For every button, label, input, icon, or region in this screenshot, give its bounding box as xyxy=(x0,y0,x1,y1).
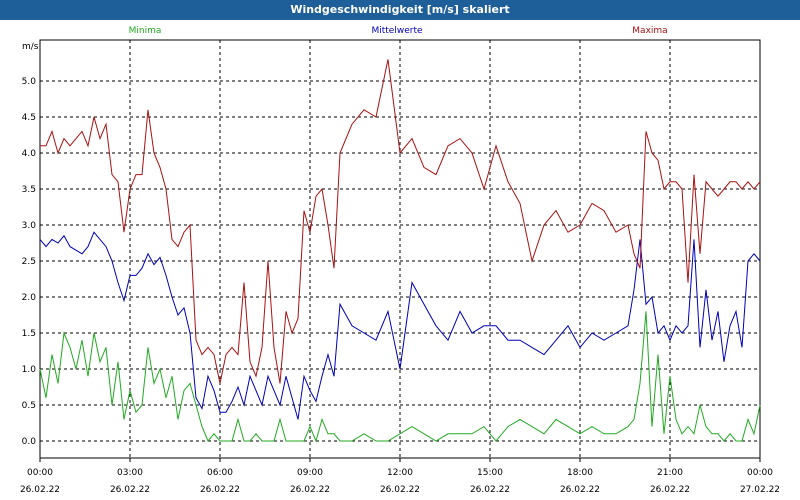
x-tick-date: 26.02.22 xyxy=(380,485,420,495)
series-line-mittelwerte xyxy=(39,231,761,420)
y-tick-label: 1.5 xyxy=(22,329,36,339)
series-lines xyxy=(39,59,761,443)
y-tick-label: 0.5 xyxy=(22,401,36,411)
x-tick-date: 26.02.22 xyxy=(290,485,330,495)
x-tick-time: 21:00 xyxy=(657,468,683,478)
y-tick-label: 3.5 xyxy=(22,185,36,195)
x-tick-time: 18:00 xyxy=(567,468,593,478)
y-tick-label: 3.0 xyxy=(22,221,37,231)
x-tick-date: 27.02.22 xyxy=(740,485,780,495)
y-tick-label: 2.0 xyxy=(22,293,37,303)
legend: Minima Mittelwerte Maxima xyxy=(129,26,668,36)
legend-entry-mittelwerte: Mittelwerte xyxy=(371,26,422,36)
series-line-maxima xyxy=(40,59,761,384)
x-tick-time: 09:00 xyxy=(297,468,323,478)
x-tick-time: 03:00 xyxy=(117,468,143,478)
legend-entry-maxima: Maxima xyxy=(632,26,667,36)
x-tick-date: 26.02.22 xyxy=(200,485,240,495)
y-tick-label: 0.0 xyxy=(22,437,37,447)
y-tick-label: 2.5 xyxy=(22,257,36,267)
x-tick-time: 12:00 xyxy=(387,468,413,478)
y-axis-label: m/s xyxy=(22,42,39,52)
line-chart: 0.0 0.5 1.0 1.5 2.0 2.5 3.0 3.5 4.0 4.5 5.0 00:00 2… xyxy=(20,26,780,495)
series-line-minima xyxy=(39,311,761,443)
y-tick-label: 4.0 xyxy=(22,149,37,159)
x-axis-ticks: 00:00 26.02.22 03:00 26.02.22 06:00 26.02.22 0… xyxy=(20,458,780,495)
legend-entry-minima: Minima xyxy=(129,26,162,36)
x-tick-date: 26.02.22 xyxy=(20,485,60,495)
x-tick-time: 00:00 xyxy=(27,468,53,478)
x-tick-date: 26.02.22 xyxy=(560,485,600,495)
x-tick-time: 06:00 xyxy=(207,468,233,478)
y-tick-label: 1.0 xyxy=(22,365,37,375)
x-tick-time: 15:00 xyxy=(477,468,503,478)
chart-title: Windgeschwindigkeit [m/s] skaliert xyxy=(290,3,510,16)
x-tick-date: 26.02.22 xyxy=(650,485,690,495)
x-tick-date: 26.02.22 xyxy=(470,485,510,495)
x-tick-date: 26.02.22 xyxy=(110,485,150,495)
y-axis-ticks: 0.0 0.5 1.0 1.5 2.0 2.5 3.0 3.5 4.0 4.5 5.0 xyxy=(22,77,37,447)
chart-title-bar: Windgeschwindigkeit [m/s] skaliert xyxy=(0,0,800,20)
x-tick-time: 00:00 xyxy=(747,468,773,478)
y-tick-label: 5.0 xyxy=(22,77,37,87)
y-tick-label: 4.5 xyxy=(22,113,36,123)
